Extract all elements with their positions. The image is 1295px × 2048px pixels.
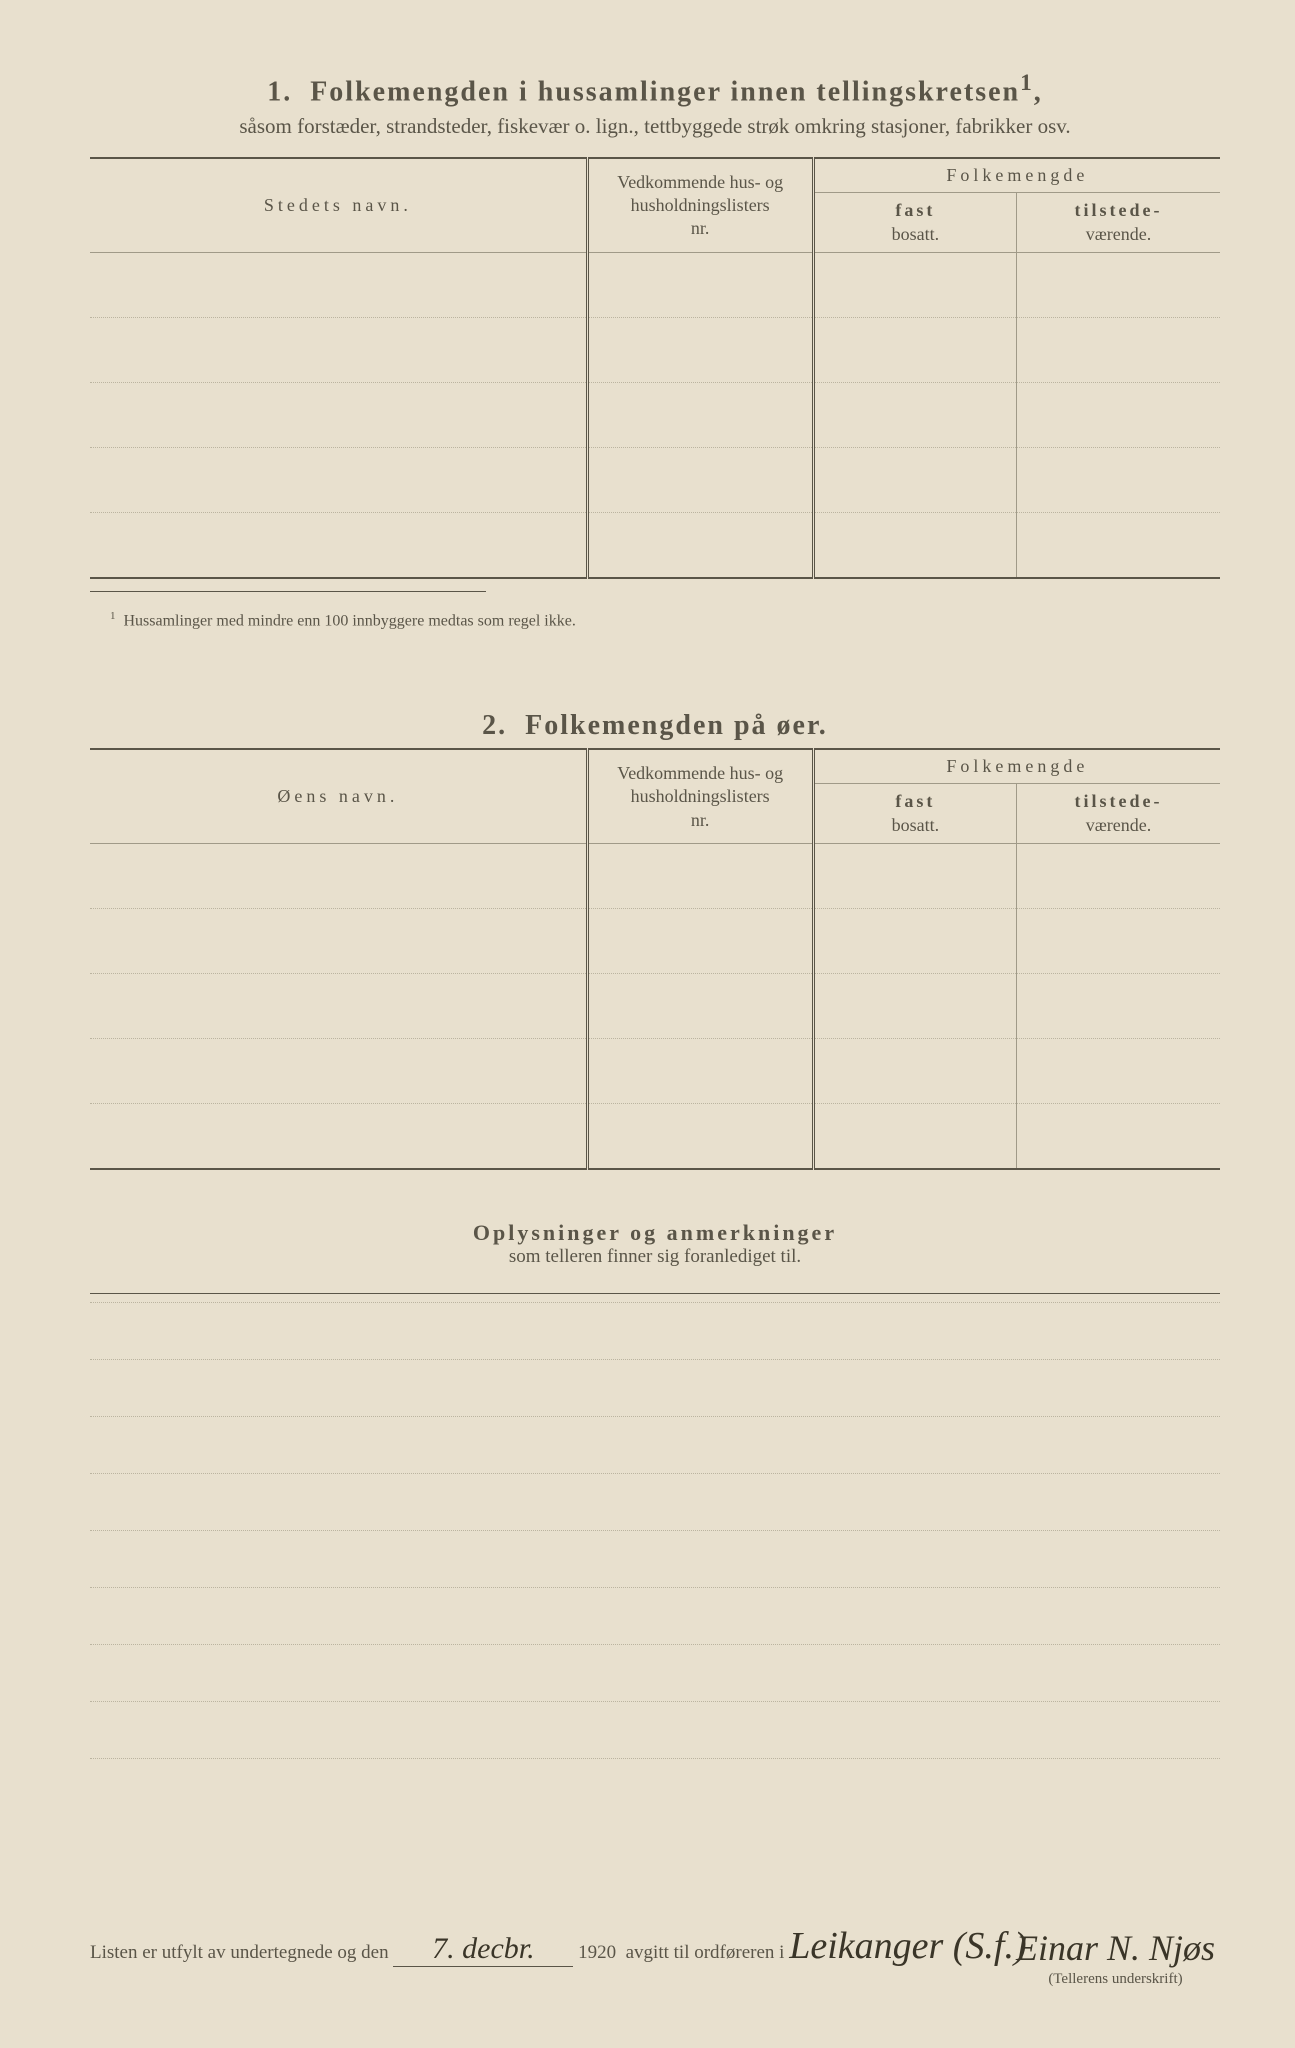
col-folkemengde-2: Folkemengde	[813, 749, 1220, 784]
signature-label: (Tellerens underskrift)	[1016, 1971, 1215, 1988]
place-fill: Leikanger (S.f.)	[789, 1925, 1026, 1967]
section-3: Oplysninger og anmerkninger som telleren…	[90, 1220, 1220, 1759]
section2-title: 2. Folkemengden på øer.	[90, 710, 1220, 742]
section-2: 2. Folkemengden på øer. Øens navn. Vedko…	[90, 710, 1220, 1170]
col-folkemengde: Folkemengde	[813, 158, 1220, 193]
col-fast-bosatt: fastbosatt.	[813, 193, 1016, 253]
bottom-text-before: Listen er utfylt av undertegnede og den	[90, 1942, 389, 1963]
col-tilstede: tilstede-værende.	[1017, 193, 1220, 253]
date-fill: 7. decbr.	[393, 1932, 573, 1967]
section1-subtitle: såsom forstæder, strandsteder, fiskevær …	[90, 114, 1220, 139]
table-section2: Øens navn. Vedkommende hus- og husholdni…	[90, 748, 1220, 1170]
section-1: 1. Folkemengden i hussamlinger innen tel…	[90, 70, 1220, 630]
section2-rows	[90, 844, 1220, 1170]
remarks-lines	[90, 1293, 1220, 1759]
col-ref: Vedkommende hus- og husholdningslisters …	[587, 158, 813, 252]
section3-subtitle: som telleren finner sig foranlediget til…	[90, 1246, 1220, 1268]
section1-footnote: 1Hussamlinger med mindre enn 100 innbygg…	[110, 610, 1220, 630]
year: 1920	[578, 1942, 616, 1963]
table-section1: Stedets navn. Vedkommende hus- og hushol…	[90, 157, 1220, 579]
col-oens-navn: Øens navn.	[90, 749, 587, 843]
signature-name: Einar N. Njøs	[1016, 1929, 1215, 1969]
section1-rows	[90, 253, 1220, 579]
col-stedets-navn: Stedets navn.	[90, 158, 587, 252]
bottom-text-mid: avgitt til ordføreren i	[626, 1942, 785, 1963]
col-fast-bosatt-2: fastbosatt.	[813, 784, 1016, 844]
section1-title: 1. Folkemengden i hussamlinger innen tel…	[90, 70, 1220, 108]
document-page: 1. Folkemengden i hussamlinger innen tel…	[0, 0, 1295, 2048]
col-tilstede-2: tilstede-værende.	[1017, 784, 1220, 844]
col-ref-2: Vedkommende hus- og husholdningslisters …	[587, 749, 813, 843]
section3-title: Oplysninger og anmerkninger	[90, 1220, 1220, 1246]
signature-block: Einar N. Njøs (Tellerens underskrift)	[1016, 1929, 1215, 1988]
